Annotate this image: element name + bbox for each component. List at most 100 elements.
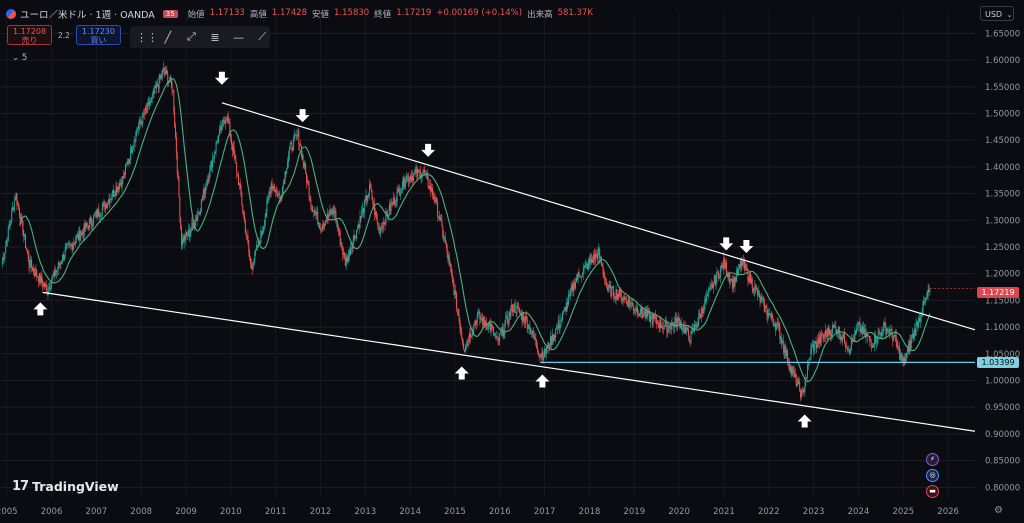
candle-body [22,220,24,236]
candle-body [788,363,790,368]
candle-body [869,340,871,342]
candle-body [12,207,14,211]
candle-body [381,226,383,228]
candle-body [202,194,204,200]
candle-body [232,146,234,152]
candle-body [164,71,166,75]
candle-body [225,119,227,124]
globe-icon[interactable]: ◎ [926,469,939,482]
candle-body [897,345,899,347]
candle-body [810,348,812,359]
close-value: 1.17219 [396,8,432,18]
candle-body [718,272,720,279]
candle-body [231,144,233,152]
candle-body [107,200,109,204]
candle-body [492,327,494,328]
candle-body [795,374,797,387]
candle-body [118,183,120,190]
candle-body [16,193,18,204]
candle-body [191,223,193,231]
candle-body [150,97,152,102]
trend-line-icon[interactable]: ╱ [164,30,172,44]
candle-body [152,90,154,95]
candle-body [647,310,649,317]
candle-body [746,269,748,271]
candle-body [780,336,782,339]
candle-body [778,323,780,328]
candle-body [418,169,420,172]
horizontal-line-icon[interactable]: — [233,30,245,44]
candle-body [907,344,909,349]
gear-icon[interactable]: ⚙ [994,505,1003,516]
candle-body [359,216,361,228]
candle-body [840,336,842,340]
candle-body [7,227,9,242]
candle-body [474,323,476,326]
candle-body [576,277,578,280]
candle-body [915,323,917,336]
indicators-toggle[interactable]: ⌄ 5 [12,53,27,63]
candle-body [796,383,798,387]
flag-icon[interactable]: ▬ [926,485,939,498]
candle-body [316,211,318,215]
candle-body [600,257,602,259]
candle-body [918,317,920,322]
extended-line-icon[interactable]: ⟋ [258,30,267,43]
candle-body [885,325,887,334]
candle-body [61,262,63,264]
candle-body [35,269,37,276]
candle-body [516,305,518,314]
candle-body [887,328,889,332]
candle-body [181,238,183,246]
candle-body [376,218,378,223]
candle-body [633,309,635,311]
ray-icon[interactable]: ⤢ [186,30,196,43]
candle-body [901,357,903,360]
candle-body [568,294,570,296]
candle-body [689,341,691,343]
symbol-title[interactable]: ユーロ／米ドル · 1週 · OANDA [20,10,155,21]
tradingview-logo[interactable]: 17 TradingView [12,479,119,494]
candle-body [366,195,368,201]
candle-body [604,275,606,283]
currency-select[interactable]: USD ⌄ [980,6,1014,21]
candle-body [93,215,95,224]
candle-body [683,325,685,334]
lightning-icon[interactable]: ⚡ [926,453,939,466]
candle-body [676,321,678,328]
y-tick-label: 0.95000 [985,403,1020,413]
sell-button[interactable]: 1.17208 売り [7,25,52,45]
candle-body [218,129,220,136]
candle-body [287,155,289,162]
fib-icon[interactable]: ≣ [210,30,220,44]
candle-body [757,290,759,296]
candle-body [720,265,722,270]
candle-body [129,158,131,160]
candle-body [71,244,73,250]
candle-body [418,171,420,172]
candle-body [89,217,91,220]
candle-body [733,279,735,287]
drag-handle-icon[interactable]: ⋮⋮ [136,30,158,44]
candle-body [640,306,642,314]
candle-body [714,275,716,286]
candle-body [725,261,727,274]
candle-body [27,252,29,256]
down-arrow-marker [739,239,754,253]
candle-body [627,298,629,307]
candle-body [26,249,28,253]
candle-body [862,326,864,334]
candle-body [76,234,78,237]
candle-body [301,154,303,157]
candle-body [773,321,775,327]
buy-button[interactable]: 1.17230 買い [75,25,121,45]
candle-body [867,335,869,337]
candle-body [254,250,256,261]
candle-body [468,341,470,343]
candle-body [906,348,908,354]
candle-body [871,347,873,349]
candle-body [175,126,177,138]
candle-body [739,264,741,267]
